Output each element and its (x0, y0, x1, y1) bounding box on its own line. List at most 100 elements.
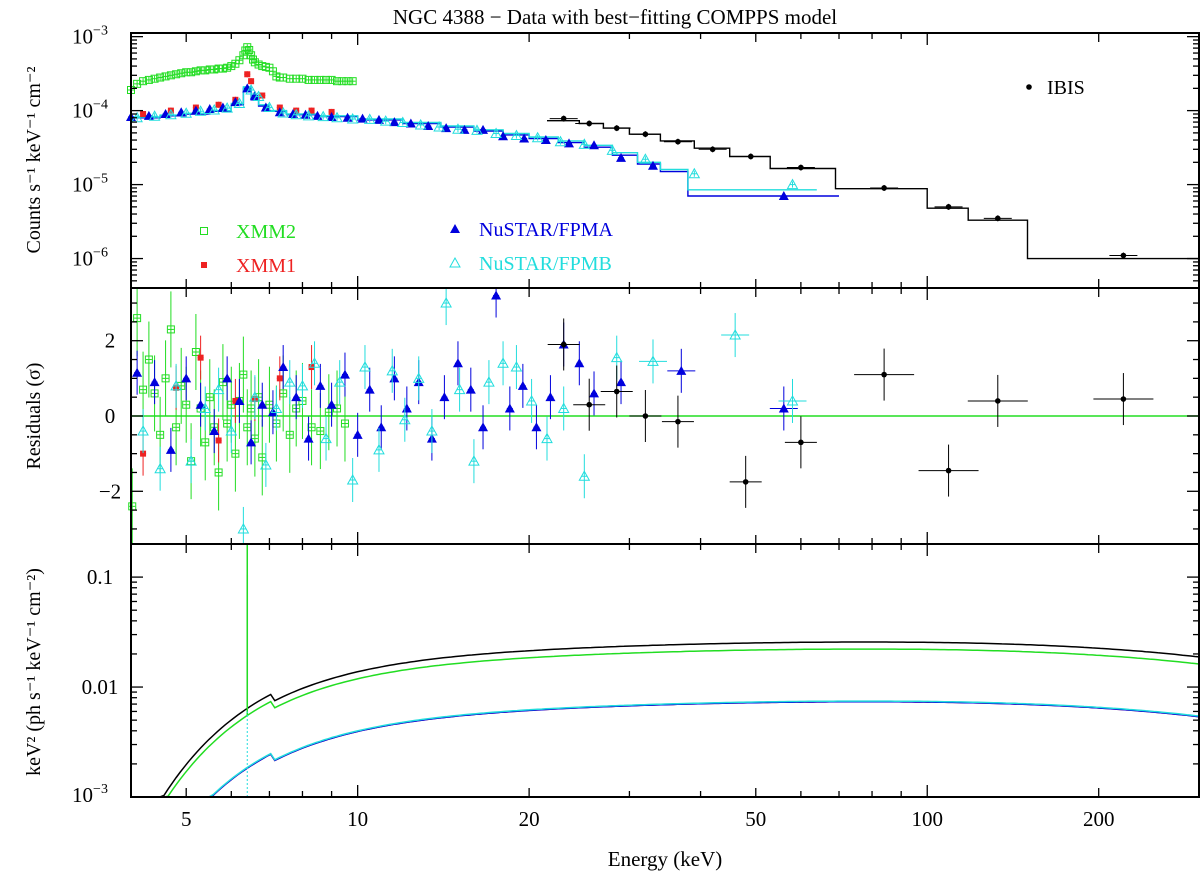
data-point (187, 68, 196, 77)
data-point (348, 77, 357, 86)
middle-y-tick-label: 0 (105, 404, 116, 428)
data-point (248, 78, 255, 85)
data-point (205, 393, 214, 402)
data-point (414, 118, 427, 130)
x-tick-labels: 5 10 20 50 100 200 (181, 807, 1115, 831)
bottom-y-axis-label: keV² (ph s⁻¹ keV⁻¹ cm⁻²) (23, 568, 45, 776)
top-y-tick-label: 10−3 (72, 24, 108, 49)
data-point (144, 355, 153, 364)
data-point (574, 358, 585, 368)
data-point (412, 372, 425, 383)
data-point (215, 437, 222, 444)
data-point (363, 113, 376, 124)
data-point (161, 374, 170, 383)
y-tick-labels: 10−3 10−4 10−5 10−6 2 0 −2 0.1 0.01 10−3 (72, 24, 121, 807)
data-point (389, 117, 400, 127)
top-y-tick-label: 10−5 (72, 172, 108, 197)
data-point (327, 75, 336, 84)
data-point (352, 429, 363, 439)
data-point (578, 470, 591, 481)
residual-series-nustar-fpma (132, 289, 798, 472)
legend-label-xmm2: XMM2 (236, 221, 296, 243)
legend-label-fpmb: NuSTAR/FPMB (479, 253, 612, 275)
x-tick-label: 20 (519, 807, 540, 831)
data-point (490, 127, 502, 139)
data-point (291, 392, 302, 402)
data-point (616, 152, 627, 162)
data-point (288, 108, 299, 118)
data-point (613, 388, 620, 395)
data-point (239, 370, 248, 379)
data-point (320, 432, 332, 444)
data-point (560, 341, 567, 348)
legend: XMM2 XMM1 NuSTAR/FPMA NuSTAR/FPMB IBIS (200, 77, 1085, 277)
data-point (642, 413, 649, 419)
data-point (243, 43, 252, 52)
data-point (786, 178, 799, 190)
bottom-y-tick-label: 10−3 (72, 782, 108, 807)
data-point (274, 107, 285, 117)
data-point (540, 135, 551, 145)
data-point (324, 408, 333, 417)
data-point (308, 107, 315, 114)
data-point (245, 83, 257, 95)
data-point (531, 422, 542, 432)
data-point (994, 398, 1001, 404)
data-point (296, 379, 309, 391)
data-point (545, 392, 556, 402)
x-tick-label: 100 (911, 807, 943, 831)
residual-series-ibis (547, 318, 1154, 508)
data-point (156, 73, 165, 82)
data-point (212, 383, 225, 395)
chart-title: NGC 4388 − Data with best−fitting COMPPS… (393, 5, 837, 29)
data-point (729, 329, 742, 340)
data-point (589, 388, 600, 398)
middle-panel-plot (128, 289, 1199, 543)
data-point (373, 443, 385, 455)
data-point (747, 153, 754, 160)
data-point (252, 90, 265, 102)
data-point (276, 375, 283, 382)
data-point (465, 384, 476, 394)
data-point (945, 467, 952, 474)
data-point (234, 395, 245, 405)
data-point (405, 118, 416, 128)
data-point (452, 123, 464, 134)
data-point (181, 373, 192, 383)
x-tick-label: 50 (745, 807, 766, 831)
top-panel-plot (126, 43, 1199, 260)
data-point (586, 120, 593, 127)
model-step-ibis-model (547, 120, 1199, 260)
data-point (798, 164, 804, 171)
data-point (557, 402, 570, 413)
data-point (308, 357, 321, 368)
data-point (453, 383, 466, 395)
data-point (497, 357, 509, 368)
data-point (132, 367, 143, 377)
middle-y-tick-label: −2 (99, 479, 121, 503)
legend-marker-ibis (1026, 84, 1032, 90)
data-point (709, 146, 716, 153)
data-point (161, 72, 170, 81)
data-point (259, 92, 266, 99)
data-point (285, 430, 294, 439)
data-point (166, 71, 175, 80)
data-point (182, 400, 191, 409)
data-point (642, 131, 649, 137)
data-point (610, 351, 623, 363)
model-curve-xmm2 (131, 648, 1200, 798)
data-point (154, 462, 166, 474)
data-point (483, 376, 495, 387)
data-point (302, 109, 315, 121)
legend-label-xmm1: XMM1 (236, 255, 296, 277)
data-point (386, 364, 399, 376)
data-point (798, 439, 804, 446)
data-point (209, 426, 220, 436)
data-point (560, 115, 567, 122)
data-point (675, 418, 681, 425)
data-point (244, 71, 251, 78)
data-point (260, 458, 272, 470)
legend-label-ibis: IBIS (1047, 77, 1085, 99)
x-tick-label: 10 (347, 807, 368, 831)
